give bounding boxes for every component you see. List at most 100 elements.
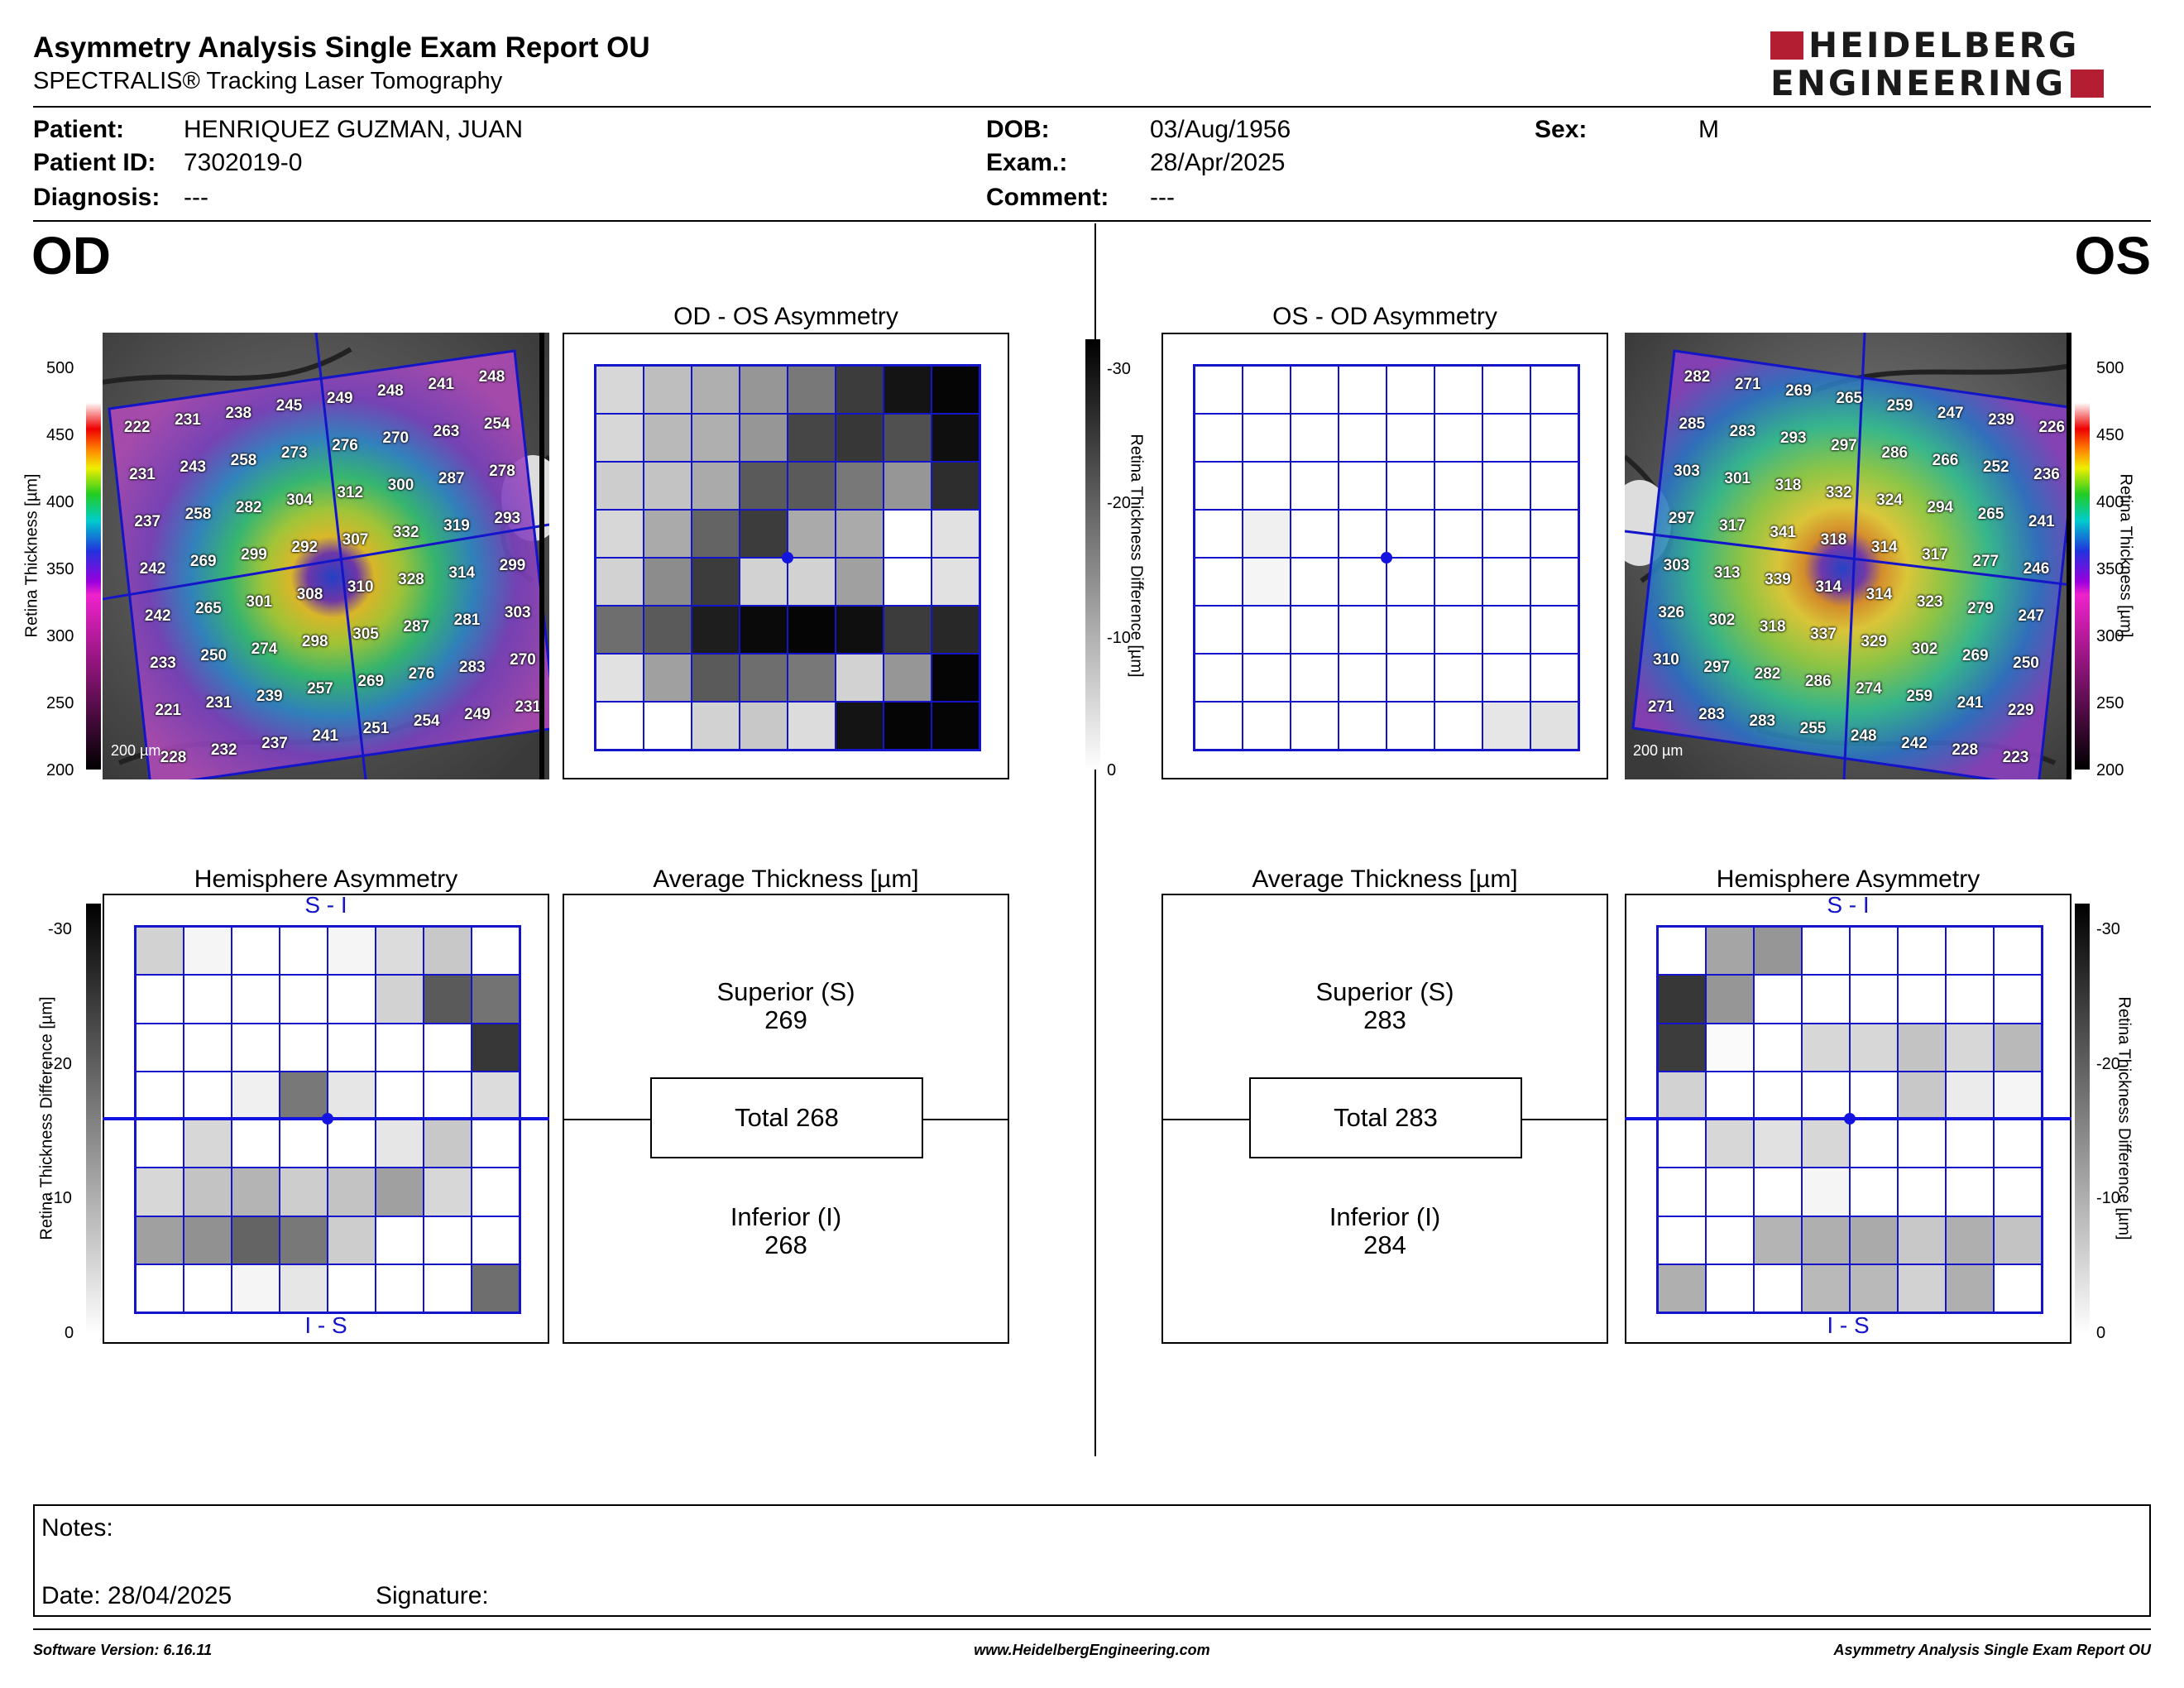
os-hemi-cell — [1946, 1168, 1994, 1216]
os-hemi-colorbar — [2075, 904, 2090, 1334]
od-thickness-value: 310 — [347, 578, 374, 597]
os-hemi-cell — [1706, 1120, 1754, 1168]
od-asym-panel — [563, 333, 1009, 779]
os-thickness-value: 318 — [1774, 477, 1802, 495]
os-hemi-cell — [1658, 927, 1706, 976]
od-asym-cell — [692, 702, 740, 750]
od-asym-cell — [788, 414, 836, 462]
os-hemi-cell — [1754, 1216, 1802, 1264]
od-hemi-top-label: S - I — [304, 892, 347, 918]
od-hemi-cell — [376, 1216, 424, 1264]
od-hemi-cell — [232, 927, 280, 976]
od-asym-cell — [596, 606, 644, 654]
os-inferior-value: 284 — [1363, 1230, 1406, 1259]
od-thickness-value: 242 — [139, 560, 166, 578]
od-thickness-value: 241 — [428, 375, 455, 393]
od-thickness-value: 300 — [387, 477, 414, 495]
os-thickness-value: 241 — [1956, 694, 1984, 712]
date-label: Date: 28/04/2025 — [41, 1582, 232, 1609]
od-asym-cell — [884, 702, 932, 750]
website-link[interactable]: www.HeidelbergEngineering.com — [974, 1642, 1210, 1658]
od-thickness-value: 328 — [398, 571, 424, 589]
os-asym-cell — [1482, 510, 1530, 558]
od-thickness-value: 305 — [352, 626, 379, 644]
logo-square-icon — [2071, 70, 2105, 98]
os-asym-cell — [1482, 606, 1530, 654]
od-asym-cell — [644, 702, 692, 750]
od-hemi-cell — [136, 1264, 184, 1312]
od-fundus-image: 200 µm 222 231 238 245 249 248 241 248 231 243 258… — [103, 333, 549, 779]
center-divider — [1094, 223, 1096, 1456]
od-hemi-cell — [376, 1264, 424, 1312]
os-hemi-cell — [1754, 1023, 1802, 1072]
os-thickness-value: 271 — [1734, 375, 1761, 393]
od-thickness-value: 299 — [499, 556, 526, 574]
os-asym-cell — [1530, 654, 1578, 702]
od-superior-label: Superior (S) — [716, 977, 855, 1006]
od-hemi-cell — [232, 1216, 280, 1264]
os-hemi-cell — [1706, 1168, 1754, 1216]
od-asym-cell — [932, 414, 979, 462]
od-tick: 250 — [46, 694, 74, 712]
os-hemi-cell — [1802, 975, 1850, 1024]
os-asym-cell — [1195, 558, 1243, 606]
os-superior-label: Superior (S) — [1315, 977, 1454, 1006]
os-asym-cell — [1291, 654, 1339, 702]
od-asym-cell — [884, 462, 932, 510]
os-thickness-value: 246 — [2023, 560, 2050, 578]
os-hemi-cell — [1946, 1216, 1994, 1264]
od-asym-cell — [932, 606, 979, 654]
od-asym-fovea-dot — [782, 552, 793, 563]
od-hemi-cell — [136, 1071, 184, 1120]
od-asym-cell — [692, 366, 740, 414]
od-asym-title: OD - OS Asymmetry — [673, 303, 898, 330]
os-asym-cell — [1339, 654, 1387, 702]
od-hemi-cell — [280, 1264, 328, 1312]
heidelberg-logo: HEIDELBERG ENGINEERING — [1770, 28, 2151, 103]
os-superior-value: 283 — [1363, 1005, 1406, 1034]
od-thickness-value: 312 — [337, 484, 364, 502]
os-thickness-value: 297 — [1668, 509, 1695, 527]
os-thickness-value: 317 — [1719, 516, 1746, 535]
od-hemi-cell — [424, 1168, 472, 1216]
os-asym-cell — [1339, 702, 1387, 750]
od-hemi-cell — [328, 1120, 376, 1168]
os-thickness-value: 337 — [1810, 626, 1837, 644]
od-asym-cell — [836, 606, 884, 654]
od-tick: 350 — [46, 560, 74, 578]
od-thickness-value: 254 — [413, 712, 440, 731]
os-thickness-value: 293 — [1779, 429, 1807, 448]
os-asym-cell — [1387, 462, 1434, 510]
os-asym-cell — [1434, 414, 1482, 462]
os-asym-cell — [1243, 414, 1291, 462]
od-asym-cell — [884, 558, 932, 606]
os-tick: 500 — [2096, 359, 2124, 377]
os-thickness-value: 282 — [1754, 665, 1781, 683]
os-hemi-cell — [1802, 1023, 1850, 1072]
os-hemi-cell — [1994, 1264, 2042, 1312]
od-hemi-cell — [280, 1168, 328, 1216]
od-hemi-cell — [232, 1120, 280, 1168]
os-hemi-fovea-dot — [1844, 1113, 1856, 1125]
os-hemi-cell — [1850, 1120, 1898, 1168]
od-thickness-value: 263 — [433, 422, 460, 440]
od-hemi-cell — [280, 1120, 328, 1168]
od-asym-cell — [836, 654, 884, 702]
od-hemi-cell — [232, 1168, 280, 1216]
os-thickness-value: 282 — [1684, 367, 1711, 386]
od-thickness-value: 298 — [301, 632, 328, 650]
os-asym-cell — [1195, 462, 1243, 510]
od-hemi-cell — [136, 975, 184, 1024]
od-hemi-cell — [280, 1023, 328, 1072]
os-hemi-panel: S - I I - S — [1625, 892, 2071, 1344]
os-asym-cell — [1530, 702, 1578, 750]
od-hemi-fovea-dot — [322, 1113, 333, 1125]
os-hemi-cell — [1754, 1168, 1802, 1216]
os-asym-cell — [1434, 366, 1482, 414]
od-asym-cell — [596, 462, 644, 510]
os-asym-cell — [1195, 654, 1243, 702]
os-asym-cell — [1530, 558, 1578, 606]
od-hemi-cell — [136, 1216, 184, 1264]
od-hemi-cell — [136, 927, 184, 976]
od-hemi-cell — [376, 1071, 424, 1120]
